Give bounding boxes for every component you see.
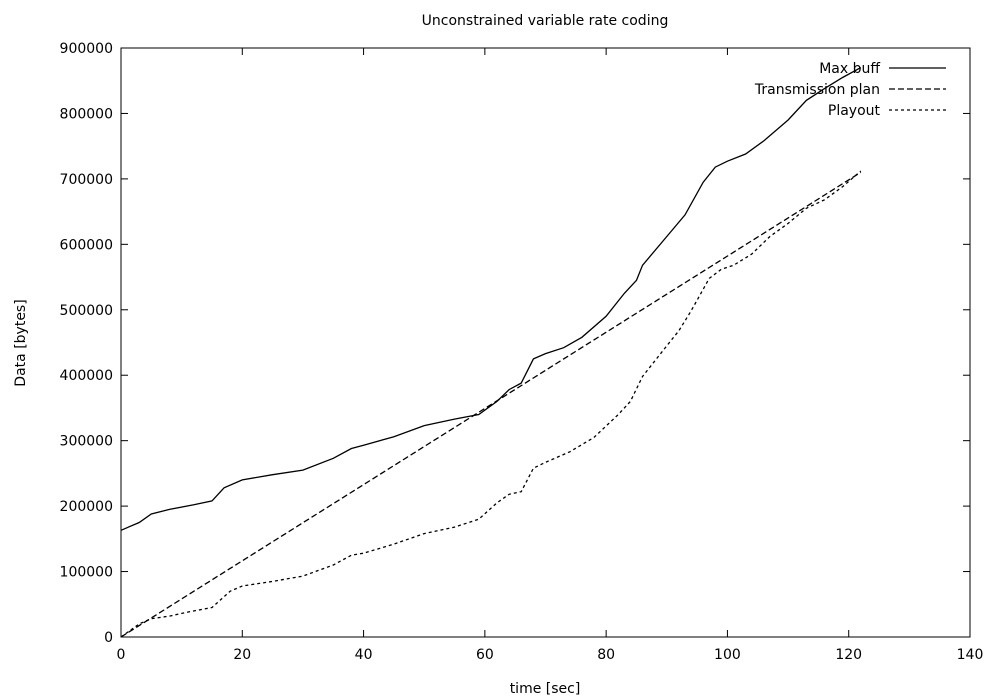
- y-axis-label: Data [bytes]: [13, 299, 29, 386]
- series-line: [120, 171, 862, 638]
- series-line: [120, 67, 862, 531]
- x-tick-label: 0: [117, 647, 126, 663]
- y-tick-label: 600000: [60, 237, 113, 253]
- series-layer: [120, 67, 862, 638]
- y-tick-label: 0: [104, 630, 113, 646]
- y-tick-label: 500000: [60, 303, 113, 319]
- x-tick-label: 80: [597, 647, 615, 663]
- plot-frame: [120, 47, 971, 638]
- x-tick-label: 140: [957, 647, 984, 663]
- x-tick-label: 100: [714, 647, 741, 663]
- legend-label: Transmission plan: [754, 82, 880, 98]
- y-tick-label: 800000: [60, 106, 113, 122]
- axis-ticks: 0 20 40 60 80 100 120 140 0 100000 200000 300000 400…: [60, 41, 984, 663]
- x-tick-label: 20: [233, 647, 251, 663]
- y-tick-label: 900000: [60, 41, 113, 57]
- y-tick-label: 400000: [60, 368, 113, 384]
- legend: Max buff Transmission plan Playout: [754, 61, 946, 119]
- y-tick-label: 300000: [60, 434, 113, 450]
- legend-label: Playout: [828, 103, 881, 119]
- series-line: [120, 170, 862, 638]
- x-axis-label: time [sec]: [510, 681, 581, 697]
- x-tick-label: 60: [476, 647, 494, 663]
- x-tick-label: 40: [355, 647, 373, 663]
- legend-label: Max buff: [819, 61, 880, 77]
- y-tick-label: 100000: [60, 565, 113, 581]
- x-tick-label: 120: [835, 647, 862, 663]
- chart-title: Unconstrained variable rate coding: [422, 13, 669, 29]
- y-tick-label: 700000: [60, 172, 113, 188]
- y-tick-label: 200000: [60, 499, 113, 515]
